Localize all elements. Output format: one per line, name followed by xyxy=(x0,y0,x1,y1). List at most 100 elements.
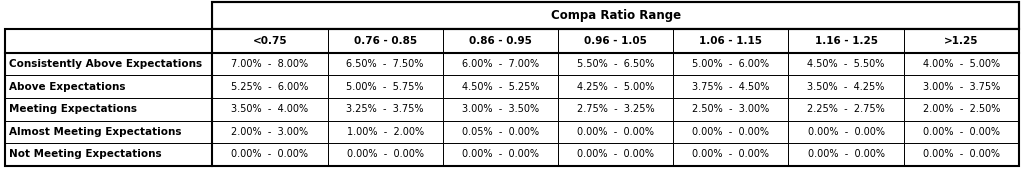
Bar xyxy=(788,121,903,143)
Bar xyxy=(5,75,212,98)
Bar xyxy=(212,2,1019,29)
Bar xyxy=(328,98,442,121)
Bar xyxy=(673,75,788,98)
Text: 0.00%  -  0.00%: 0.00% - 0.00% xyxy=(692,149,769,159)
Bar xyxy=(788,98,903,121)
Text: 0.86 - 0.95: 0.86 - 0.95 xyxy=(469,36,531,46)
Text: 0.00%  -  0.00%: 0.00% - 0.00% xyxy=(923,127,999,137)
Text: 2.00%  -  2.50%: 2.00% - 2.50% xyxy=(923,104,1000,114)
Bar xyxy=(328,143,442,166)
Bar xyxy=(558,121,673,143)
Bar xyxy=(903,121,1019,143)
Text: 3.00%  -  3.50%: 3.00% - 3.50% xyxy=(462,104,539,114)
Text: Almost Meeting Expectations: Almost Meeting Expectations xyxy=(9,127,181,137)
Text: >1.25: >1.25 xyxy=(944,36,979,46)
Bar xyxy=(442,29,558,53)
Bar xyxy=(903,75,1019,98)
Text: 3.50%  -  4.25%: 3.50% - 4.25% xyxy=(807,82,885,92)
Text: 5.00%  -  5.75%: 5.00% - 5.75% xyxy=(346,82,424,92)
Bar xyxy=(212,29,328,53)
Text: 0.96 - 1.05: 0.96 - 1.05 xyxy=(584,36,647,46)
Bar xyxy=(442,98,558,121)
Bar xyxy=(442,121,558,143)
Text: 0.05%  -  0.00%: 0.05% - 0.00% xyxy=(462,127,539,137)
Text: 4.50%  -  5.50%: 4.50% - 5.50% xyxy=(807,59,885,69)
Text: Not Meeting Expectations: Not Meeting Expectations xyxy=(9,149,162,159)
Text: 5.00%  -  6.00%: 5.00% - 6.00% xyxy=(692,59,769,69)
Text: 0.00%  -  0.00%: 0.00% - 0.00% xyxy=(923,149,999,159)
Bar xyxy=(558,53,673,75)
Text: 4.25%  -  5.00%: 4.25% - 5.00% xyxy=(577,82,654,92)
Text: Above Expectations: Above Expectations xyxy=(9,82,126,92)
Text: Compa Ratio Range: Compa Ratio Range xyxy=(551,9,681,22)
Bar xyxy=(328,53,442,75)
Bar xyxy=(558,29,673,53)
Bar xyxy=(442,75,558,98)
Bar xyxy=(903,143,1019,166)
Bar xyxy=(5,29,212,53)
Text: 3.50%  -  4.00%: 3.50% - 4.00% xyxy=(231,104,308,114)
Bar xyxy=(212,143,328,166)
Bar xyxy=(558,75,673,98)
Bar xyxy=(212,2,1019,29)
Text: 0.00%  -  0.00%: 0.00% - 0.00% xyxy=(808,149,885,159)
Text: 5.25%  -  6.00%: 5.25% - 6.00% xyxy=(231,82,308,92)
Text: 2.00%  -  3.00%: 2.00% - 3.00% xyxy=(231,127,308,137)
Bar xyxy=(328,121,442,143)
Text: 4.00%  -  5.00%: 4.00% - 5.00% xyxy=(923,59,999,69)
Text: 0.76 - 0.85: 0.76 - 0.85 xyxy=(353,36,417,46)
Bar xyxy=(212,75,328,98)
Text: 3.75%  -  4.50%: 3.75% - 4.50% xyxy=(692,82,769,92)
Bar xyxy=(673,29,788,53)
Bar xyxy=(212,121,328,143)
Text: 1.06 - 1.15: 1.06 - 1.15 xyxy=(699,36,762,46)
Text: 5.50%  -  6.50%: 5.50% - 6.50% xyxy=(577,59,654,69)
Bar xyxy=(788,53,903,75)
Text: 3.00%  -  3.75%: 3.00% - 3.75% xyxy=(923,82,999,92)
Text: 1.16 - 1.25: 1.16 - 1.25 xyxy=(814,36,878,46)
Bar xyxy=(673,98,788,121)
Bar xyxy=(442,143,558,166)
Text: 4.50%  -  5.25%: 4.50% - 5.25% xyxy=(462,82,539,92)
Text: 0.00%  -  0.00%: 0.00% - 0.00% xyxy=(578,127,654,137)
Bar xyxy=(328,75,442,98)
Bar xyxy=(903,53,1019,75)
Bar xyxy=(558,143,673,166)
Bar xyxy=(5,143,212,166)
Bar xyxy=(5,53,212,75)
Bar xyxy=(5,2,212,29)
Bar xyxy=(5,121,212,143)
Bar xyxy=(212,53,328,75)
Bar xyxy=(5,98,212,121)
Bar xyxy=(673,121,788,143)
Text: 0.00%  -  0.00%: 0.00% - 0.00% xyxy=(231,149,308,159)
Text: 0.00%  -  0.00%: 0.00% - 0.00% xyxy=(578,149,654,159)
Text: 1.00%  -  2.00%: 1.00% - 2.00% xyxy=(346,127,424,137)
Bar xyxy=(442,53,558,75)
Text: 0.00%  -  0.00%: 0.00% - 0.00% xyxy=(692,127,769,137)
Bar xyxy=(903,29,1019,53)
Bar xyxy=(558,98,673,121)
Text: Consistently Above Expectations: Consistently Above Expectations xyxy=(9,59,203,69)
Bar xyxy=(212,98,328,121)
Text: <0.75: <0.75 xyxy=(253,36,288,46)
Bar xyxy=(5,29,1019,166)
Text: 3.25%  -  3.75%: 3.25% - 3.75% xyxy=(346,104,424,114)
Bar xyxy=(673,53,788,75)
Text: 0.00%  -  0.00%: 0.00% - 0.00% xyxy=(462,149,539,159)
Text: 0.00%  -  0.00%: 0.00% - 0.00% xyxy=(347,149,424,159)
Bar xyxy=(903,98,1019,121)
Text: 2.50%  -  3.00%: 2.50% - 3.00% xyxy=(692,104,769,114)
Bar xyxy=(328,29,442,53)
Text: 2.75%  -  3.25%: 2.75% - 3.25% xyxy=(577,104,654,114)
Text: 6.50%  -  7.50%: 6.50% - 7.50% xyxy=(346,59,424,69)
Text: 7.00%  -  8.00%: 7.00% - 8.00% xyxy=(231,59,308,69)
Text: Meeting Expectations: Meeting Expectations xyxy=(9,104,137,114)
Text: 2.25%  -  2.75%: 2.25% - 2.75% xyxy=(807,104,885,114)
Bar xyxy=(788,75,903,98)
Text: 0.00%  -  0.00%: 0.00% - 0.00% xyxy=(808,127,885,137)
Text: 6.00%  -  7.00%: 6.00% - 7.00% xyxy=(462,59,539,69)
Bar xyxy=(788,29,903,53)
Bar xyxy=(788,143,903,166)
Bar xyxy=(673,143,788,166)
